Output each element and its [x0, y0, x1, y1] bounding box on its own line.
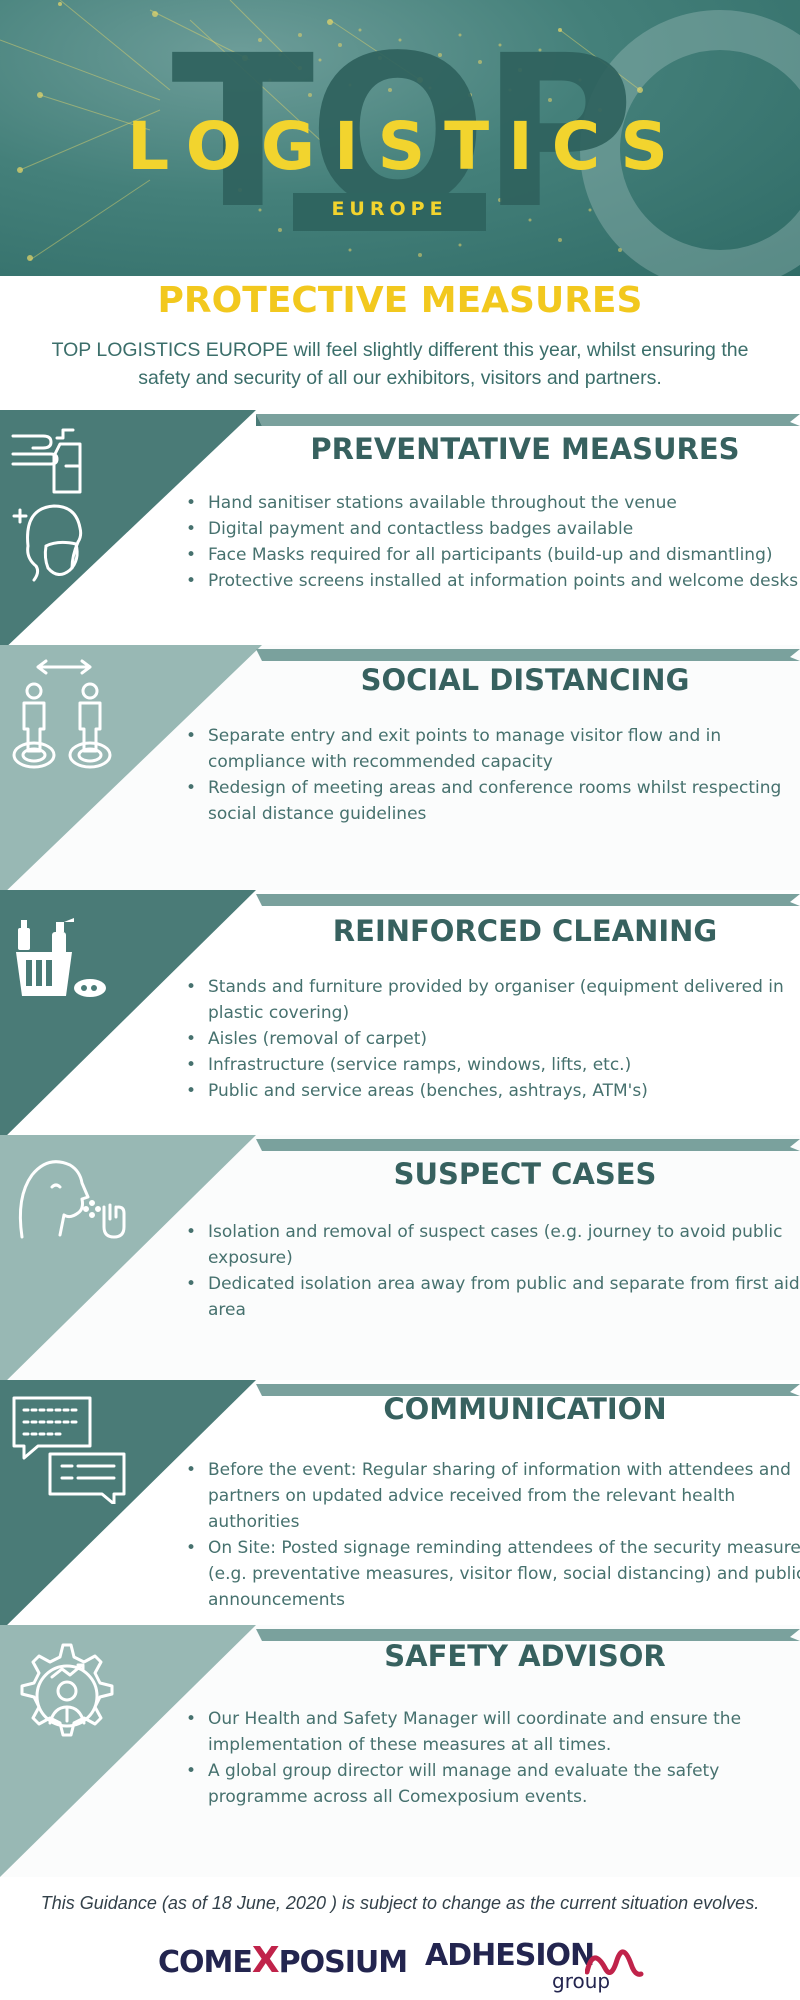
section-safety-advisor: SAFETY ADVISOR Our Health and Safety Man… — [0, 1625, 800, 1877]
list-item: Hand sanitiser stations available throug… — [186, 490, 800, 516]
list-item: Isolation and removal of suspect cases (… — [186, 1219, 800, 1271]
section-list: Before the event: Regular sharing of inf… — [184, 1457, 800, 1613]
coughing-person-icon — [18, 1160, 126, 1239]
section-suspect-cases: SUSPECT CASES Isolation and removal of s… — [0, 1135, 800, 1387]
section-list: Our Health and Safety Manager will coord… — [184, 1706, 800, 1810]
list-item: Protective screens installed at informat… — [186, 568, 800, 594]
section-title: SUSPECT CASES — [393, 1157, 657, 1191]
europe-wordmark: EUROPE — [331, 198, 448, 220]
section-list: Stands and furniture provided by organis… — [184, 974, 800, 1104]
list-item: Before the event: Regular sharing of inf… — [186, 1457, 800, 1535]
list-item: Digital payment and contactless badges a… — [186, 516, 800, 542]
adhesion-group-logo: ADHESION — [425, 1938, 595, 1973]
gear-with-person-icon — [20, 1643, 114, 1737]
section-list: Hand sanitiser stations available throug… — [184, 490, 800, 594]
cleaning-supplies-icon — [16, 918, 106, 997]
list-item: Infrastructure (service ramps, windows, … — [186, 1052, 800, 1078]
section-social-distancing: SOCIAL DISTANCING Separate entry and exi… — [0, 645, 800, 897]
section-preventative-measures: PREVENTATIVE MEASURES Hand sanitiser sta… — [0, 410, 800, 653]
section-title: SAFETY ADVISOR — [384, 1639, 666, 1673]
intro-text: TOP LOGISTICS EUROPE will feel slightly … — [51, 339, 749, 389]
list-item: Redesign of meeting areas and conference… — [186, 775, 800, 827]
chat-bubbles-icon — [12, 1396, 126, 1504]
list-item: On Site: Posted signage reminding attend… — [186, 1535, 800, 1613]
section-list: Separate entry and exit points to manage… — [184, 723, 800, 827]
list-item: A global group director will manage and … — [186, 1758, 800, 1810]
list-item: Face Masks required for all participants… — [186, 542, 800, 568]
banner-network-graphic — [0, 0, 800, 276]
list-item: Public and service areas (benches, ashtr… — [186, 1078, 800, 1104]
hand-sanitizer-and-mask-icon — [11, 428, 83, 582]
section-communication: COMMUNICATION Before the event: Regular … — [0, 1380, 800, 1632]
section-title: REINFORCED CLEANING — [332, 914, 718, 948]
logistics-wordmark: LOGISTICS — [127, 108, 687, 185]
adhesion-group-label: group — [552, 1969, 611, 1993]
page-title: PROTECTIVE MEASURES — [157, 280, 643, 321]
list-item: Aisles (removal of carpet) — [186, 1026, 800, 1052]
social-distancing-icon — [12, 659, 112, 769]
section-list: Isolation and removal of suspect cases (… — [184, 1219, 800, 1323]
section-title: SOCIAL DISTANCING — [360, 663, 690, 697]
list-item: Stands and furniture provided by organis… — [186, 974, 800, 1026]
section-title: COMMUNICATION — [383, 1392, 667, 1426]
comexposium-logo: COMEXPOSIUM — [158, 1940, 408, 1981]
list-item: Separate entry and exit points to manage… — [186, 723, 800, 775]
adhesion-logo-swoosh — [585, 1949, 644, 1977]
section-title: PREVENTATIVE MEASURES — [310, 432, 740, 466]
europe-label-box — [293, 193, 486, 231]
guidance-note: This Guidance (as of 18 June, 2020 ) is … — [40, 1893, 760, 1913]
list-item: Our Health and Safety Manager will coord… — [186, 1706, 800, 1758]
list-item: Dedicated isolation area away from publi… — [186, 1271, 800, 1323]
section-reinforced-cleaning: REINFORCED CLEANING Stands and furniture… — [0, 890, 800, 1142]
header-banner: TOP LOGISTICS EUROPE — [0, 0, 800, 276]
